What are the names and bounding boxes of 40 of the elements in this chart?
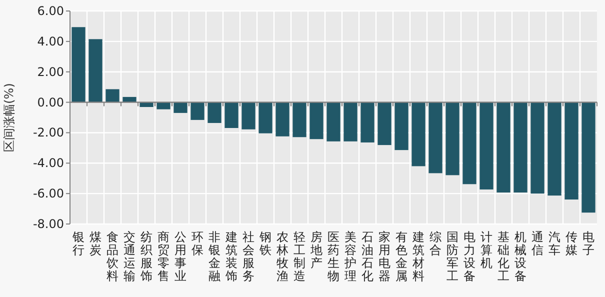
x-tick-label: 食品饮料 [106,230,118,283]
x-tick-label: 电力设备 [464,230,476,283]
x-tick-label: 基础化工 [496,230,510,283]
x-tick-label: 房地产 [310,230,322,270]
x-tick-label: 家用电器 [378,230,390,283]
y-tick-label: -6.00 [32,186,64,201]
x-tick-label: 机械设备 [514,230,526,283]
y-tick-label: -8.00 [32,217,64,231]
x-tick-label: 钢铁 [258,230,272,257]
x-tick-label: 国防军工 [446,230,458,283]
x-tick-label: 石油石化 [362,230,374,283]
x-tick-label: 农林牧渔 [276,230,288,283]
x-tick-label: 交通运输 [124,230,136,283]
x-tick-label: 商贸零售 [158,230,170,283]
y-tick-label: -4.00 [32,156,64,170]
x-tick-label: 非银金融 [208,230,220,283]
x-tick-label: 电子 [582,230,594,257]
x-tick-label: 医药生物 [328,230,340,283]
x-tick-label: 传媒 [566,230,578,257]
x-tick-label: 美容护理 [344,230,356,283]
x-tick-label: 环保 [192,230,204,257]
x-tick-label: 计算机 [480,230,492,270]
x-tick-label: 社会服务 [242,230,254,283]
x-tick-label: 银行 [72,230,84,257]
y-tick-label: 2.00 [37,64,64,79]
x-tick-label: 有色金属 [396,230,408,283]
x-tick-label: 通信 [532,230,544,257]
x-tick-label: 建筑材料 [412,230,424,283]
x-tick-label: 煤炭 [90,230,102,257]
x-tick-label: 汽车 [548,230,560,257]
x-tick-label: 轻工制造 [294,230,306,283]
y-axis-title: 区间涨幅(%) [2,83,16,152]
x-tick-label: 纺织服饰 [140,230,152,283]
x-tick-label: 公用事业 [174,230,186,283]
x-tick-label: 综合 [430,230,442,257]
x-tick-label: 建筑装饰 [224,230,238,283]
y-tick-label: 6.00 [37,4,64,18]
y-tick-label: 4.00 [37,34,64,48]
y-tick-label: -2.00 [32,126,64,140]
y-tick-label: 0.00 [37,95,64,110]
